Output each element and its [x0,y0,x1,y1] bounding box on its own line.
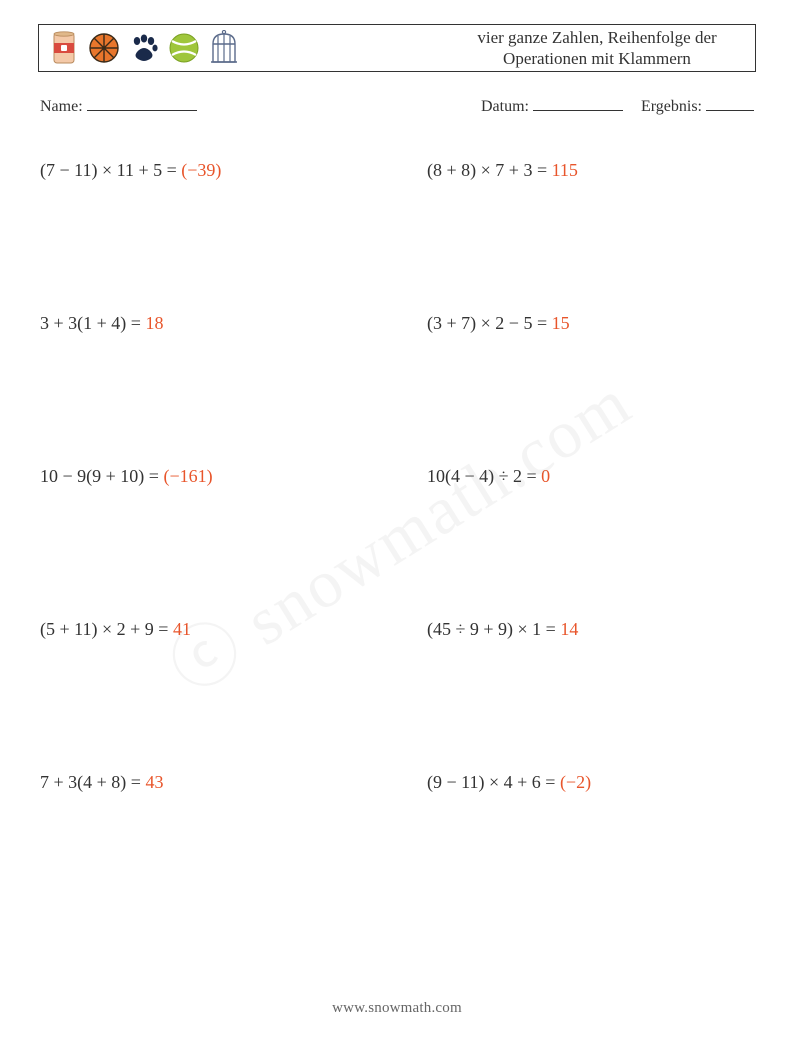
problem-item: (5 + 11) × 2 + 9 = 41 [40,619,367,640]
problem-answer: (−161) [163,466,212,486]
problem-expression: (5 + 11) × 2 + 9 = [40,619,173,639]
name-label: Name: [40,98,83,115]
problem-answer: 18 [145,313,163,333]
birdcage-icon [207,31,241,65]
problems-grid: (7 − 11) × 11 + 5 = (−39) (8 + 8) × 7 + 3… [38,160,756,793]
problem-item: 3 + 3(1 + 4) = 18 [40,313,367,334]
problem-item: (8 + 8) × 7 + 3 = 115 [427,160,754,181]
header-icons [47,31,241,65]
problem-answer: (−39) [181,160,221,180]
problem-answer: 15 [552,313,570,333]
problem-expression: (8 + 8) × 7 + 3 = [427,160,552,180]
problem-item: 7 + 3(4 + 8) = 43 [40,772,367,793]
date-label: Datum: [481,98,529,115]
date-field: Datum: [481,94,623,116]
tennis-ball-icon [167,31,201,65]
footer-url: www.snowmath.com [0,1000,794,1017]
problem-expression: 3 + 3(1 + 4) = [40,313,145,333]
problem-item: (7 − 11) × 11 + 5 = (−39) [40,160,367,181]
problem-expression: (7 − 11) × 11 + 5 = [40,160,181,180]
worksheet-title: vier ganze Zahlen, Reihenfolge der Opera… [447,27,747,70]
problem-answer: 14 [560,619,578,639]
paw-icon [127,31,161,65]
problem-item: (9 − 11) × 4 + 6 = (−2) [427,772,754,793]
result-blank [706,94,754,111]
date-blank [533,94,623,111]
problem-item: (3 + 7) × 2 − 5 = 15 [427,313,754,334]
problem-expression: (45 ÷ 9 + 9) × 1 = [427,619,560,639]
problem-expression: (9 − 11) × 4 + 6 = [427,772,560,792]
problem-answer: 43 [145,772,163,792]
problem-answer: 115 [552,160,578,180]
problem-item: 10(4 − 4) ÷ 2 = 0 [427,466,754,487]
problem-expression: 7 + 3(4 + 8) = [40,772,145,792]
can-icon [47,31,81,65]
problem-expression: (3 + 7) × 2 − 5 = [427,313,552,333]
problem-item: (45 ÷ 9 + 9) × 1 = 14 [427,619,754,640]
name-blank [87,94,197,111]
problem-answer: 41 [173,619,191,639]
problem-answer: (−2) [560,772,591,792]
problem-expression: 10 − 9(9 + 10) = [40,466,163,486]
basketball-icon [87,31,121,65]
problem-answer: 0 [541,466,550,486]
name-field: Name: [40,94,481,116]
problem-expression: 10(4 − 4) ÷ 2 = [427,466,541,486]
problem-item: 10 − 9(9 + 10) = (−161) [40,466,367,487]
meta-row: Name: Datum: Ergebnis: [38,94,756,116]
result-label: Ergebnis: [641,98,702,115]
worksheet-header: vier ganze Zahlen, Reihenfolge der Opera… [38,24,756,72]
result-field: Ergebnis: [641,94,754,116]
